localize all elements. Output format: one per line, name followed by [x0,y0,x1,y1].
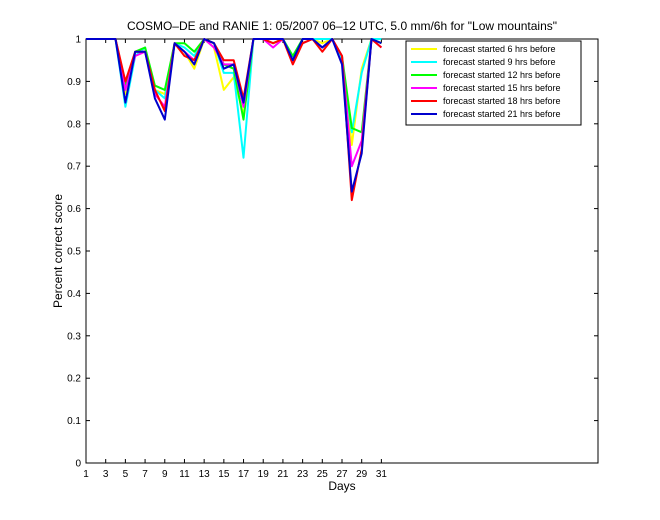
x-tick-label: 11 [179,469,190,480]
x-tick-label: 23 [297,469,309,480]
y-tick-label: 0 [75,459,81,470]
y-tick-label: 0.7 [67,162,81,173]
legend-box [405,40,582,126]
legend-entry-3: forecast started 12 hrs before [443,70,561,80]
x-tick-label: 1 [83,469,89,480]
legend-entry-5: forecast started 18 hrs before [443,96,561,106]
y-tick-label: 0.1 [67,416,81,427]
legend: forecast started 6 hrs before forecast st… [405,40,582,126]
y-axis: 0 0.1 0.2 0.3 0.4 0.5 0.6 0.7 0.8 0.9 1 [67,35,598,470]
legend-entry-4: forecast started 15 hrs before [443,83,561,93]
x-tick-label: 27 [336,469,348,480]
x-tick-label: 13 [199,469,211,480]
x-tick-label: 19 [258,469,270,480]
x-tick-label: 31 [376,469,388,480]
x-tick-label: 25 [317,469,329,480]
chart-title: COSMO–DE and RANIE 1: 05/2007 06–12 UTC,… [127,19,557,33]
y-tick-label: 0.2 [67,374,81,385]
series-lines [86,38,383,202]
x-tick-label: 7 [142,469,148,480]
x-axis: 1 3 5 7 9 11 13 15 17 19 21 23 25 27 29 31 [83,39,387,480]
x-tick-label: 17 [238,469,250,480]
y-tick-label: 0.3 [67,331,81,342]
series-line-6 [86,38,382,193]
y-tick-label: 0.6 [67,204,81,215]
legend-entry-1: forecast started 6 hrs before [443,44,556,54]
x-tick-label: 21 [277,469,289,480]
y-axis-label: Percent correct score [51,194,65,308]
x-axis-label: Days [328,479,355,493]
x-tick-label: 15 [218,469,230,480]
y-tick-label: 0.8 [67,119,81,130]
legend-entry-6: forecast started 21 hrs before [443,109,561,119]
x-tick-label: 5 [123,469,129,480]
y-tick-label: 0.4 [67,289,81,300]
x-tick-label: 3 [103,469,109,480]
y-tick-label: 0.9 [67,77,81,88]
legend-entry-2: forecast started 9 hrs before [443,57,556,67]
y-tick-label: 1 [75,35,81,46]
x-tick-label: 9 [162,469,168,480]
x-tick-label: 29 [356,469,368,480]
y-tick-label: 0.5 [67,247,81,258]
